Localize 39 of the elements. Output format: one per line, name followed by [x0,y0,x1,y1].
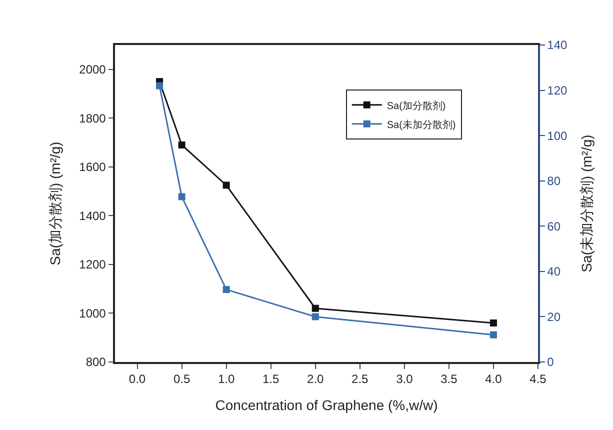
x-tick-label: 0.0 [128,372,146,386]
y-tick-label: 800 [86,355,106,370]
x-tick-label: 4.5 [530,372,547,386]
legend-label: Sa(加分散剂) [386,100,446,112]
y-axis-title: Sa(加分散剂) (m²/g) [47,142,64,266]
x-tick-label: 2.0 [307,372,324,386]
point [178,141,186,148]
point [178,193,186,200]
point [312,304,319,312]
y2-tick-label: 20 [547,310,561,324]
x-tick-label: 4.0 [485,372,502,386]
point [222,182,230,189]
x-axis-title: Concentration of Graphene (%,w/w) [215,396,438,413]
point [312,313,319,320]
y2-tick-label: 120 [547,83,568,98]
point [156,82,164,90]
point [490,331,497,338]
point [490,319,497,326]
y2-tick-label: 80 [547,174,561,188]
x-tick-label: 0.5 [173,372,190,386]
y-tick-label: 1600 [79,160,106,174]
y-tick-label: 1800 [79,111,106,126]
y2-tick-label: 0 [547,355,554,370]
x-tick-label: 1.0 [218,372,235,386]
point [222,286,230,294]
y2-axis-title: Sa(未加分散剂) (m²/g) [578,134,594,272]
y-tick-label: 1400 [79,208,106,223]
x-tick-label: 3.5 [440,372,458,386]
x-tick-label: 3.0 [396,372,414,386]
x-tick-label: 1.5 [262,372,280,386]
y-tick-label: 2000 [79,62,106,77]
y-tick-label: 1000 [79,306,106,320]
y2-tick-label: 100 [547,128,568,143]
x-tick-label: 2.5 [352,372,369,386]
y2-tick-label: 40 [547,264,561,279]
legend-label: Sa(未加分散剂) [386,118,456,131]
y2-tick-label: 60 [547,219,561,234]
y2-tick-label: 140 [547,38,568,52]
y-tick-label: 1200 [79,258,106,272]
